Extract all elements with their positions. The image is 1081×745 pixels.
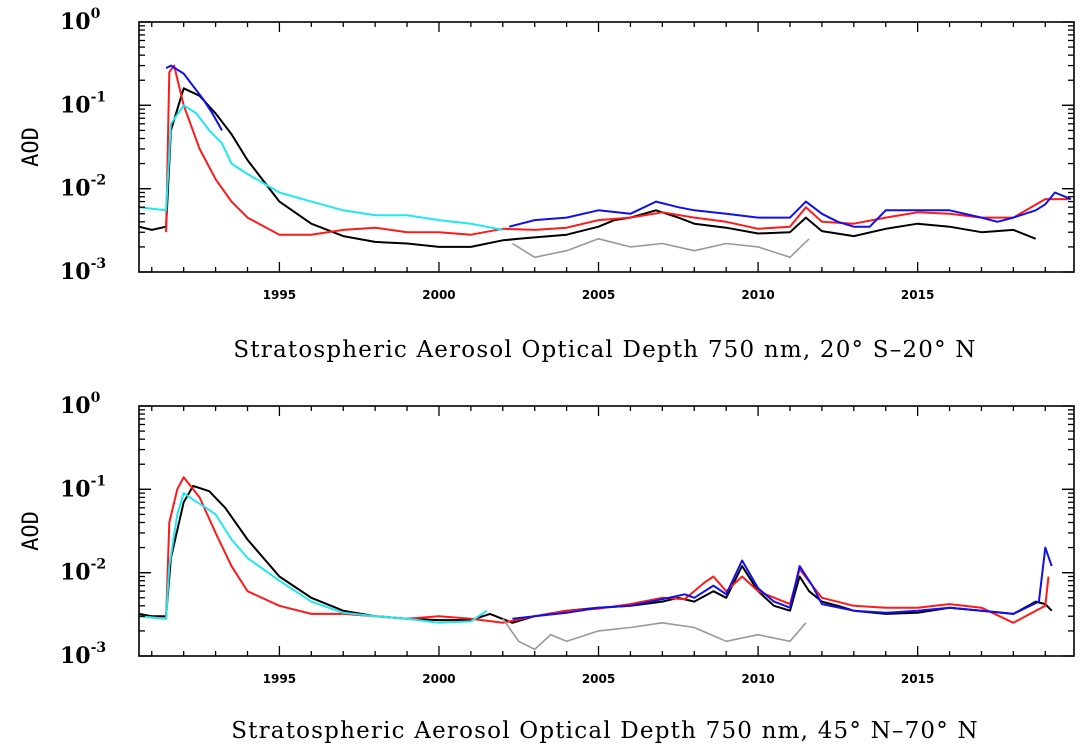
y-tick-label: 10-1 xyxy=(60,473,106,502)
y-axis-title: AOD xyxy=(19,127,44,167)
series-line-grey-5 xyxy=(511,238,810,259)
x-tick-label: 2000 xyxy=(422,288,455,302)
chart-title: Stratospheric Aerosol Optical Depth 750 … xyxy=(231,718,979,744)
x-tick-label: 2010 xyxy=(741,288,774,302)
x-tick-label: 1995 xyxy=(263,288,296,302)
x-tick-label: 2015 xyxy=(901,672,934,686)
series-group xyxy=(139,476,1053,651)
y-tick-label: 100 xyxy=(60,6,101,35)
series-line-blue-3 xyxy=(508,191,1072,228)
chart-panel-tropics: 1995 2000 2005 2010 2015 100 10-1 10-2 10-3 AOD St… xyxy=(19,6,1075,363)
chart-title: Stratospheric Aerosol Optical Depth 750 … xyxy=(233,337,976,363)
series-line-blue-4 xyxy=(165,64,223,131)
plot-frame xyxy=(138,405,1075,657)
x-tick-label: 2015 xyxy=(901,288,934,302)
series-line-cyan-2 xyxy=(139,492,488,624)
series-line-grey-4 xyxy=(502,618,807,651)
series-line-cyan-2 xyxy=(139,104,503,231)
x-tick-label: 2010 xyxy=(741,672,774,686)
y-tick-label: 100 xyxy=(60,390,101,419)
series-line-black-0 xyxy=(139,87,1037,248)
y-tick-label: 10-3 xyxy=(60,640,106,669)
x-tick-label: 2005 xyxy=(582,288,615,302)
y-axis-title: AOD xyxy=(19,511,44,551)
series-line-black-0 xyxy=(139,484,1053,624)
x-tick-label: 2005 xyxy=(582,672,615,686)
y-tick-label: 10-1 xyxy=(60,89,106,118)
series-group xyxy=(139,64,1072,259)
y-tick-label: 10-3 xyxy=(60,256,106,285)
y-tick-label: 10-2 xyxy=(60,173,106,202)
x-tick-label: 2000 xyxy=(422,672,455,686)
series-line-red-1 xyxy=(139,476,1050,624)
x-tick-label: 1995 xyxy=(263,672,296,686)
series-line-blue-3 xyxy=(512,546,1053,620)
series-line-red-1 xyxy=(165,64,1071,236)
chart-panel-northern-mid-latitudes: 1995 2000 2005 2010 2015 100 10-1 10-2 10-3 AOD St… xyxy=(19,390,1075,744)
plot-frame xyxy=(138,21,1075,273)
y-tick-label: 10-2 xyxy=(60,557,106,586)
